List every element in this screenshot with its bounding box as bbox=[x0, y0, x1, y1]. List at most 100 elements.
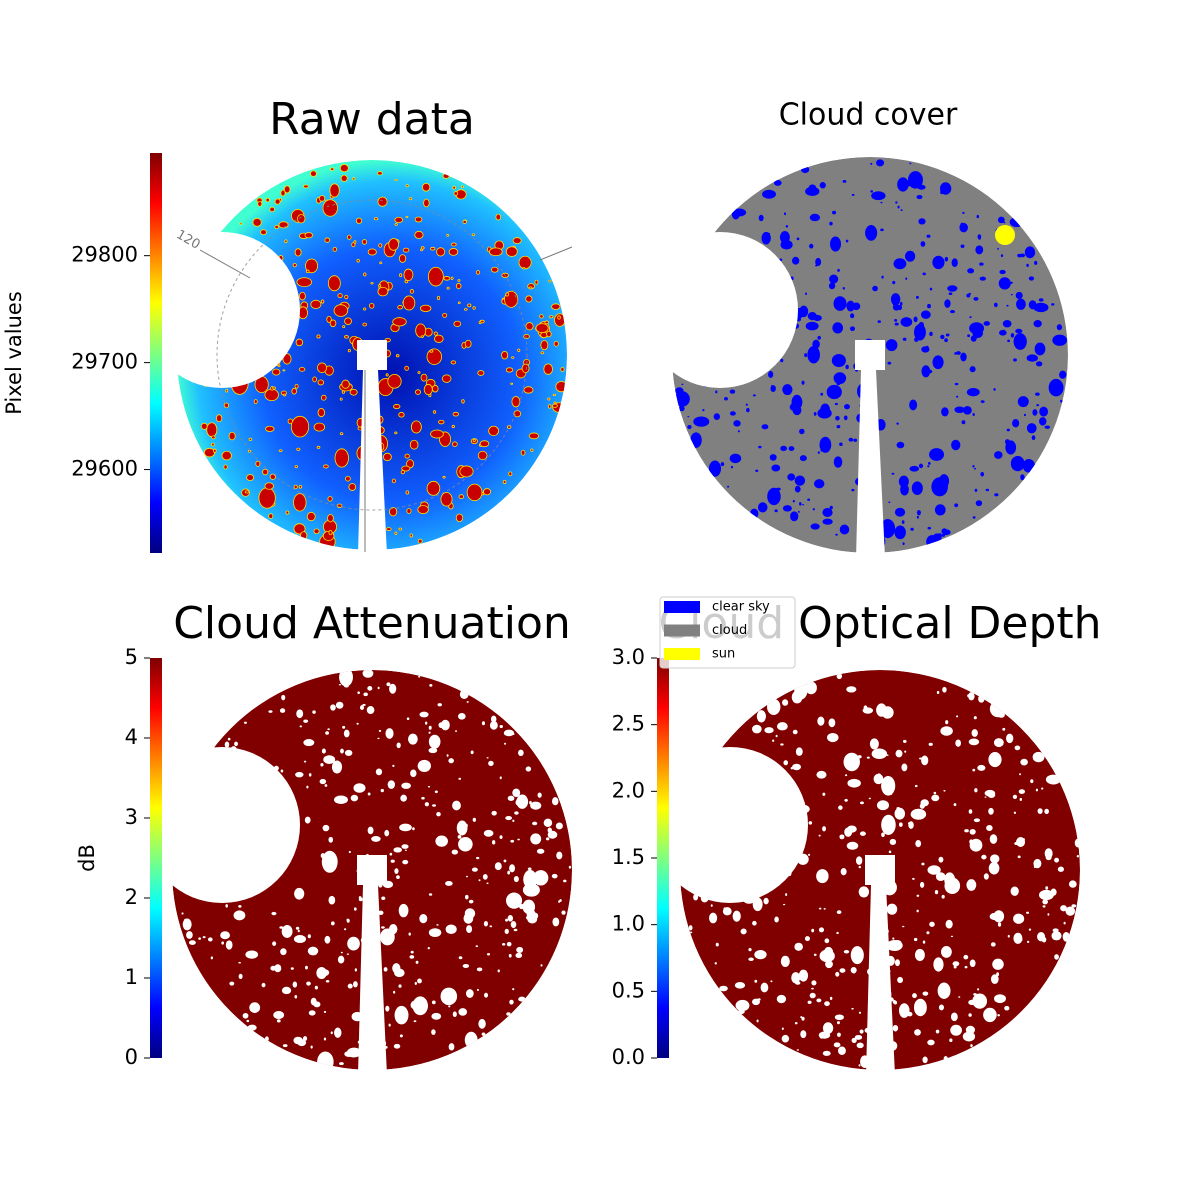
blob bbox=[715, 942, 719, 947]
blob bbox=[511, 396, 521, 408]
blob bbox=[249, 1002, 261, 1013]
blob bbox=[481, 721, 486, 726]
blob bbox=[865, 225, 878, 241]
blob bbox=[456, 820, 468, 836]
blob bbox=[293, 935, 307, 943]
blob bbox=[396, 875, 400, 880]
blob bbox=[935, 872, 946, 882]
blob bbox=[755, 469, 759, 473]
blob bbox=[445, 880, 453, 886]
blob bbox=[320, 853, 326, 859]
blob bbox=[472, 817, 477, 822]
blob bbox=[425, 766, 430, 770]
blob bbox=[344, 317, 352, 325]
blob bbox=[414, 230, 424, 239]
colorbar-tick-label: 29800 bbox=[71, 243, 138, 267]
blob bbox=[913, 998, 927, 1017]
blob bbox=[969, 366, 976, 373]
blob bbox=[272, 368, 281, 376]
blob bbox=[858, 1011, 862, 1014]
blob bbox=[764, 727, 774, 734]
blob bbox=[980, 471, 985, 477]
blob bbox=[432, 804, 437, 807]
blob bbox=[843, 415, 848, 421]
blob bbox=[224, 741, 230, 748]
blob bbox=[941, 945, 952, 958]
blob bbox=[522, 883, 540, 897]
blob bbox=[294, 465, 298, 469]
blob bbox=[527, 867, 532, 871]
blob bbox=[324, 237, 331, 243]
blob bbox=[228, 431, 236, 441]
blob bbox=[979, 262, 984, 266]
blob bbox=[746, 408, 750, 413]
blob bbox=[518, 996, 526, 1002]
blob bbox=[404, 365, 410, 371]
blob bbox=[292, 262, 297, 268]
blob bbox=[972, 768, 976, 772]
blob bbox=[285, 510, 290, 515]
blob bbox=[1026, 263, 1029, 268]
blob bbox=[902, 542, 905, 546]
blob bbox=[310, 299, 322, 309]
blob bbox=[394, 968, 405, 978]
blob bbox=[998, 277, 1011, 290]
blob bbox=[410, 769, 417, 778]
blob bbox=[337, 293, 343, 299]
blob bbox=[352, 177, 356, 181]
legend-swatch bbox=[664, 648, 700, 660]
blob bbox=[932, 355, 944, 370]
blob bbox=[314, 985, 318, 990]
blob bbox=[303, 184, 309, 189]
blob bbox=[568, 865, 572, 869]
blob bbox=[851, 1037, 857, 1043]
mask-square bbox=[357, 855, 387, 885]
blob bbox=[420, 335, 424, 338]
blob bbox=[308, 773, 312, 777]
blob bbox=[294, 248, 302, 257]
blob bbox=[353, 783, 366, 793]
blob bbox=[938, 533, 942, 538]
blob bbox=[476, 988, 479, 992]
blob bbox=[247, 1024, 257, 1031]
blob bbox=[945, 333, 950, 337]
blob bbox=[505, 246, 518, 257]
blob bbox=[675, 387, 684, 395]
blob bbox=[415, 960, 419, 964]
blob bbox=[843, 950, 850, 954]
blob bbox=[729, 389, 736, 394]
blob bbox=[355, 217, 363, 224]
blob bbox=[894, 807, 906, 820]
blob bbox=[817, 335, 821, 340]
blob bbox=[761, 424, 769, 430]
blob bbox=[424, 721, 428, 725]
blob bbox=[337, 955, 345, 964]
blob bbox=[299, 725, 303, 728]
blob bbox=[478, 1018, 486, 1029]
colorbar-tick-label: 0 bbox=[125, 1045, 138, 1069]
blob bbox=[264, 388, 279, 402]
blob bbox=[973, 716, 977, 720]
blob bbox=[929, 331, 933, 336]
blob bbox=[834, 1014, 844, 1020]
blob bbox=[975, 500, 983, 507]
blob bbox=[927, 465, 930, 468]
blob bbox=[188, 940, 196, 945]
blob bbox=[935, 1029, 940, 1034]
blob bbox=[767, 487, 781, 506]
blob bbox=[503, 742, 507, 745]
blob bbox=[844, 774, 848, 777]
blob bbox=[507, 915, 514, 922]
blob bbox=[927, 1039, 935, 1046]
blob bbox=[880, 519, 896, 539]
blob bbox=[968, 738, 980, 746]
blob bbox=[990, 854, 1000, 864]
mask-bite bbox=[652, 747, 808, 903]
blob bbox=[339, 432, 344, 436]
blob bbox=[992, 958, 1004, 970]
blob bbox=[794, 1021, 798, 1025]
blob bbox=[347, 983, 353, 989]
blob bbox=[547, 404, 552, 409]
blob bbox=[729, 411, 736, 416]
blob bbox=[895, 749, 903, 758]
